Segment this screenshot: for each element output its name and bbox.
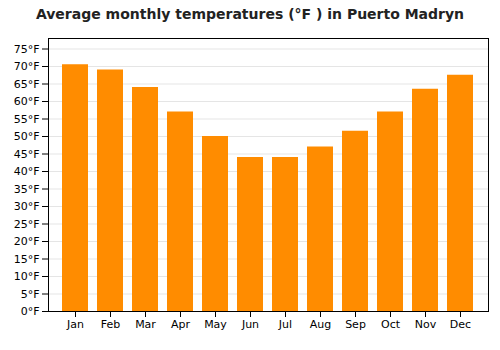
html-text:Average monthly temperatures (: Average monthly temperatures (°F ) in Pu…: [35, 6, 465, 22]
svg-text:Mar: Mar: [135, 318, 156, 331]
svg-text:15°F: 15°F: [14, 253, 40, 266]
svg-text:55°F: 55°F: [14, 113, 40, 126]
svg-text:5°F: 5°F: [21, 288, 40, 301]
svg-text:0°F: 0°F: [21, 305, 40, 318]
svg-text:Jul: Jul: [278, 318, 292, 331]
svg-text:20°F: 20°F: [14, 235, 40, 248]
svg-text:10°F: 10°F: [14, 270, 40, 283]
svg-text:65°F: 65°F: [14, 78, 40, 91]
svg-text:70°F: 70°F: [14, 60, 40, 73]
svg-text:40°F: 40°F: [14, 165, 40, 178]
svg-text:Feb: Feb: [101, 318, 120, 331]
svg-text:60°F: 60°F: [14, 95, 40, 108]
svg-text:Nov: Nov: [415, 318, 437, 331]
svg-text:35°F: 35°F: [14, 183, 40, 196]
svg-text:45°F: 45°F: [14, 148, 40, 161]
svg-text:Aug: Aug: [310, 318, 331, 331]
svg-text:75°F: 75°F: [14, 43, 40, 56]
svg-text:Apr: Apr: [171, 318, 191, 331]
svg-text:50°F: 50°F: [14, 130, 40, 143]
svg-text:Jun: Jun: [241, 318, 259, 331]
svg-text:25°F: 25°F: [14, 218, 40, 231]
svg-text:Sep: Sep: [345, 318, 366, 331]
svg-text:Dec: Dec: [450, 318, 471, 331]
svg-text:30°F: 30°F: [14, 200, 40, 213]
svg-text:May: May: [204, 318, 227, 331]
svg-text:Oct: Oct: [381, 318, 401, 331]
svg-text:Jan: Jan: [66, 318, 84, 331]
